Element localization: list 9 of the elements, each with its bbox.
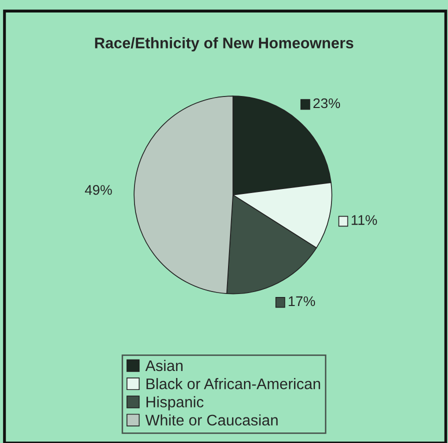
legend-label: Asian	[145, 360, 183, 372]
chart-title: Race/Ethnicity of New Homeowners	[95, 37, 354, 52]
data-label: 23%	[313, 98, 340, 108]
legend-label: Hispanic	[146, 396, 204, 410]
legend-label: Black or African-American	[146, 378, 320, 390]
data-label: 11%	[352, 215, 377, 225]
data-label: 17%	[288, 296, 316, 306]
data-label: 49%	[84, 185, 112, 195]
legend-label: White or Caucasian	[145, 414, 278, 426]
